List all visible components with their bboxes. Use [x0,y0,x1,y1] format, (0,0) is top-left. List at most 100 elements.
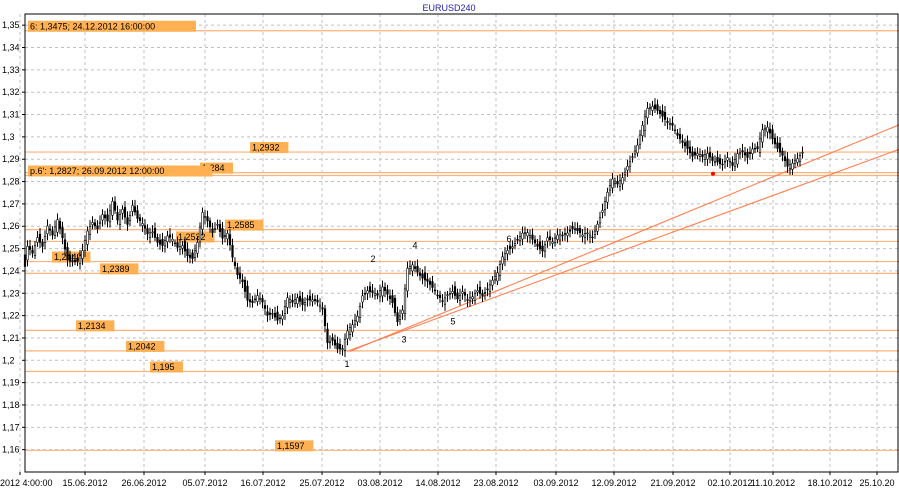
candle-body [783,156,787,161]
level-label-box [100,263,139,275]
candle-body [161,239,164,246]
candle-body [271,313,274,315]
candle-body [463,292,467,296]
candle-body [623,171,627,176]
candle-body [256,295,259,302]
candle-body [588,234,592,238]
candle-body [773,137,777,145]
candle-body [361,295,364,303]
candle-body [793,160,797,164]
y-tick-label: 1,31 [2,110,20,120]
candle-body [411,264,414,272]
candle-body [253,298,257,301]
candle-body [743,152,747,156]
candle-body [266,311,269,316]
level-label: 1,2585 [227,220,255,230]
candle-body [608,185,612,191]
wave-label: 5 [450,317,455,327]
candle-body [46,225,49,235]
candle-body [166,235,169,242]
candle-body [616,180,619,185]
candle-body [763,127,767,131]
candle-body [93,222,97,227]
candle-body [333,339,337,346]
x-tick-label: 11.10.2012 [751,478,795,488]
candle-body [728,160,732,163]
candle-body [66,247,69,261]
candle-body [436,294,439,297]
candle-body [366,290,369,294]
candle-body [421,273,424,279]
candle-body [358,305,362,318]
candle-body [573,228,577,231]
wave-label: 2 [370,254,375,264]
candle-body [378,290,382,298]
candle-body [693,151,697,156]
candle-body [613,180,617,184]
x-tick-label: 16.07.2012 [240,478,285,488]
candle-body [163,240,167,247]
candle-body [43,236,47,243]
candle-body [706,153,709,160]
candle-body [68,254,72,262]
candle-body [321,307,324,310]
candle-body [156,237,159,243]
candle-body [318,304,322,308]
candle-body [228,234,232,246]
level-label-box [225,219,264,231]
candle-body [118,214,122,225]
candle-body [586,232,589,235]
candle-body [601,210,604,213]
candle-body [541,245,544,252]
candle-body [718,158,722,165]
candle-body [413,266,417,269]
candle-body [326,328,329,344]
candle-body [491,279,494,286]
y-tick-label: 1,22 [2,311,20,321]
candle-body [748,152,752,154]
candle-body [368,286,372,292]
candle-body [323,308,327,326]
candle-body [296,297,299,305]
candle-body [91,222,94,225]
candle-body [176,242,179,248]
candle-body [733,158,737,167]
candle-body [83,240,87,251]
candle-body [498,264,502,276]
candle-body [711,156,714,161]
candle-body [488,284,492,292]
candle-body [53,226,57,236]
x-tick-label: 23.08.2012 [473,478,518,488]
candle-body [493,275,497,281]
candle-body [738,152,742,155]
candle-body [276,311,279,321]
candle-body [571,226,574,229]
level-label: p.6': 1,2827; 26.09.2012 12:00:00 [30,166,164,176]
candle-body [396,312,399,323]
candle-body [791,163,794,170]
candle-body [86,230,89,245]
x-tick-label: 02.10.2012 [707,478,752,488]
level-label-box [52,251,91,263]
candle-body [408,265,412,269]
candle-body [633,150,637,155]
candle-body [226,233,229,240]
candle-body [521,232,524,240]
candle-body [631,156,634,158]
candle-body [451,291,454,294]
candle-body [756,146,759,149]
candle-body [386,289,389,295]
candle-body [316,299,319,303]
candle-body [771,129,774,140]
candle-body [301,298,304,305]
candle-body [501,256,504,265]
candle-body [371,290,374,293]
candle-body [663,111,667,120]
candle-body [596,223,599,232]
y-tick-label: 1,18 [2,400,20,410]
candle-body [788,164,792,169]
candle-body [423,272,427,281]
candle-body [78,255,82,265]
candle-body [238,272,242,279]
candle-body [606,192,609,203]
